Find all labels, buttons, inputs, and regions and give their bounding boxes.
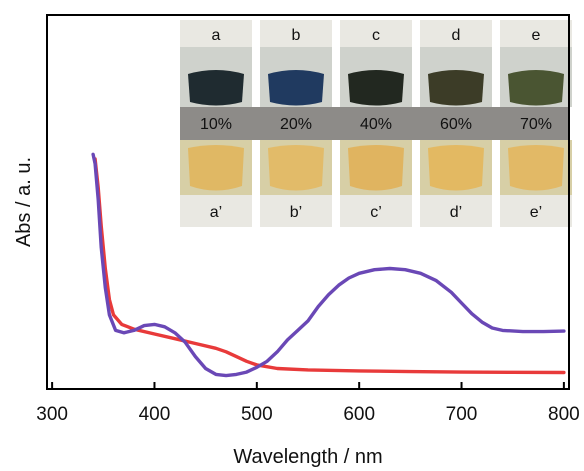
absorbance-series [91, 152, 566, 378]
x-tick-label: 500 [241, 404, 273, 425]
bottom-vial-liquid [188, 145, 244, 191]
vial-label-bg [420, 20, 492, 47]
bottom-vial-label: c’ [370, 204, 382, 221]
bottom-vial-liquid [428, 145, 484, 191]
vial-label-bg [500, 20, 572, 47]
x-axis-title: Wavelength / nm [233, 446, 382, 468]
top-vial-label: b [292, 27, 301, 44]
x-axis: 300 400 500 600 700 800 [36, 382, 580, 425]
vial-label-bg [500, 195, 572, 227]
top-vial-liquid [188, 70, 244, 106]
top-vial-label: a [212, 27, 221, 44]
percentage-label: 70% [520, 116, 552, 133]
bottom-vial-liquid [348, 145, 404, 191]
vial-label-bg [340, 195, 412, 227]
vial-label-bg [340, 20, 412, 47]
top-vial-label: d [452, 27, 461, 44]
vial-cell: d d’ [420, 20, 492, 227]
plot-frame [46, 14, 570, 390]
percentage-label: 10% [200, 116, 232, 133]
bottom-vial-label: e’ [530, 204, 542, 221]
percentage-label: 40% [360, 116, 392, 133]
series-line-2 [91, 152, 566, 378]
y-axis-title: Abs / a. u. [13, 157, 35, 247]
bottom-vial-label: a’ [210, 204, 222, 221]
top-vial-liquid [348, 70, 404, 106]
top-vial-label: e [532, 27, 541, 44]
vial-cell: a a’ [180, 20, 252, 227]
top-vial-liquid [508, 70, 564, 106]
vial-label-bg [260, 195, 332, 227]
series-line-1 [93, 157, 566, 375]
x-tick-label: 300 [36, 404, 68, 425]
vial-label-bg [260, 20, 332, 47]
bottom-vial-label: d’ [450, 204, 462, 221]
bottom-vial-liquid [268, 145, 324, 191]
top-vial-liquid [428, 70, 484, 106]
x-tick-label: 800 [548, 404, 580, 425]
top-vial-liquid [268, 70, 324, 106]
x-tick-label: 700 [446, 404, 478, 425]
x-tick-label: 600 [343, 404, 375, 425]
vial-cell: c c’ [340, 20, 412, 227]
percentage-label: 60% [440, 116, 472, 133]
top-vial-label: c [372, 27, 380, 44]
vial-photo-inset: a a’ b b’ c c’ d d’ e e’ 10% 20% 40% 60% 70% [180, 20, 572, 227]
percentage-band [180, 107, 570, 140]
vial-cell: e e’ [500, 20, 572, 227]
percentage-label: 20% [280, 116, 312, 133]
vial-cell: b b’ [260, 20, 332, 227]
bottom-vial-liquid [508, 145, 564, 191]
vial-label-bg [420, 195, 492, 227]
x-tick-label: 400 [139, 404, 171, 425]
bottom-vial-label: b’ [290, 204, 302, 221]
vial-label-bg [180, 195, 252, 227]
vial-label-bg [180, 20, 252, 47]
